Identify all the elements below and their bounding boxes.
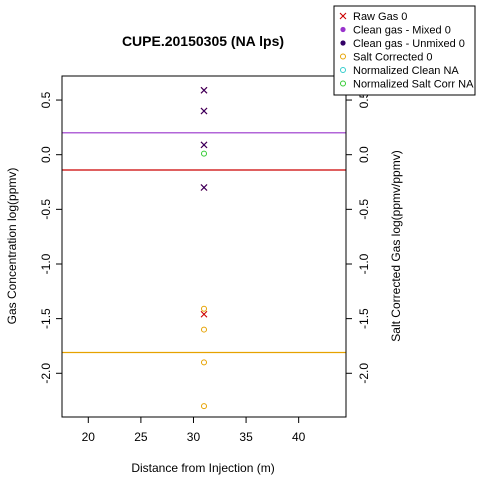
x-tick-label: 20: [82, 430, 96, 444]
y-tick-label-right: -2.0: [357, 363, 371, 384]
point-clean-gas-unmixed-0-stroke-b: [200, 141, 208, 149]
legend-marker-raw-gas-0: [339, 12, 347, 20]
legend-marker-salt-corrected-0: [340, 53, 346, 60]
point-clean-gas-unmixed-0: [200, 184, 208, 191]
point-clean-gas-unmixed-0-stroke-b: [200, 107, 208, 115]
chart-title: CUPE.20150305 (NA lps): [122, 33, 284, 49]
legend-marker-normalized-salt-corr-na: [340, 80, 346, 87]
point-normalized-salt-corr-na: [201, 150, 207, 157]
legend-label-normalized-salt-corr-na: Normalized Salt Corr NA: [353, 79, 474, 91]
legend-marker-normalized-clean-na: [340, 67, 346, 73]
point-clean-gas-unmixed-0-stroke-b: [200, 184, 208, 191]
legend-box: [333, 5, 476, 96]
y-tick-label-left: 0.5: [39, 91, 53, 108]
y-tick-label-left: -1.5: [39, 308, 53, 329]
plot-frame: [61, 75, 347, 418]
y-tick-label-right: -1.0: [357, 253, 371, 274]
y-axis-label-left: Gas Concentration log(ppmv): [5, 168, 19, 325]
legend-marker-clean-gas-unmixed-0: [340, 40, 346, 46]
x-tick-label: 40: [292, 430, 306, 444]
y-axis-label-right: Salt Corrected Gas log(ppmv/ppmv): [389, 150, 403, 341]
point-clean-gas-unmixed-0: [200, 141, 208, 149]
y-tick-label-left: -1.0: [39, 253, 53, 274]
point-salt-corrected-0: [201, 403, 207, 410]
legend-label-normalized-clean-na: Normalized Clean NA: [353, 65, 459, 77]
point-raw-gas-0: [200, 310, 208, 318]
legend-label-salt-corrected-0: Salt Corrected 0: [353, 52, 432, 64]
point-clean-gas-unmixed-0: [200, 107, 208, 115]
plot-area: 20 25 30 35 40 -2.0 -1.5 -1.0 -0.5 0.0 0.5 -2.0 -1.5…: [39, 75, 371, 444]
y-tick-label-right: 0.0: [357, 146, 371, 163]
legend-label-clean-gas-mixed-0: Clean gas - Mixed 0: [353, 25, 451, 37]
legend-label-clean-gas-unmixed-0: Clean gas - Unmixed 0: [353, 38, 465, 50]
legend-marker-clean-gas-mixed-0: [340, 26, 346, 33]
point-salt-corrected-0: [201, 305, 207, 312]
legend-marker-raw-gas-0-stroke-b: [339, 12, 347, 20]
y-tick-label-left: 0.0: [39, 146, 53, 163]
point-salt-corrected-0: [201, 326, 207, 333]
legend-label-raw-gas-0: Raw Gas 0: [353, 11, 407, 23]
x-tick-label: 25: [134, 430, 148, 444]
x-axis-label: Distance from Injection (m): [131, 461, 274, 475]
point-raw-gas-0-stroke-b: [200, 310, 208, 318]
point-salt-corrected-0: [201, 359, 207, 366]
y-tick-label-left: -2.0: [39, 363, 53, 384]
x-tick-label: 30: [187, 430, 201, 444]
point-clean-gas-unmixed-0-stroke-b: [200, 86, 208, 94]
x-tick-label: 35: [239, 430, 253, 444]
y-tick-label-left: -0.5: [39, 199, 53, 220]
y-tick-label-right: 0.5: [357, 91, 371, 108]
point-clean-gas-unmixed-0: [200, 86, 208, 94]
y-tick-label-right: -0.5: [357, 199, 371, 220]
y-tick-label-right: -1.5: [357, 308, 371, 329]
